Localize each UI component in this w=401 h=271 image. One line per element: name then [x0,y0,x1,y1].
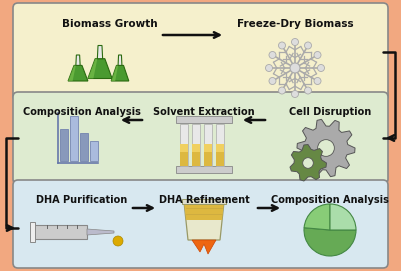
Bar [204,124,212,166]
Circle shape [290,63,300,73]
Circle shape [304,87,312,94]
Circle shape [265,64,273,72]
Circle shape [314,78,321,85]
Bar [30,222,35,242]
Circle shape [279,42,286,49]
Polygon shape [192,240,216,254]
Polygon shape [68,65,76,81]
Polygon shape [68,65,88,81]
Bar [180,152,188,166]
Bar [192,144,200,152]
Bar [204,144,212,152]
Text: Composition Analysis: Composition Analysis [23,107,141,117]
Bar [216,152,224,166]
Text: Cell Disruption: Cell Disruption [289,107,371,117]
Polygon shape [290,144,326,181]
Text: DHA Refinement: DHA Refinement [159,195,249,205]
Circle shape [318,140,334,156]
Circle shape [304,42,312,49]
Text: Composition Analysis: Composition Analysis [271,195,389,205]
Bar [216,144,224,152]
Text: DHA Purification: DHA Purification [36,195,128,205]
Bar [176,166,232,173]
FancyBboxPatch shape [13,92,388,184]
Text: Freeze-Dry Biomass: Freeze-Dry Biomass [237,19,353,29]
Polygon shape [76,55,80,65]
Text: Biomass Growth: Biomass Growth [62,19,158,29]
Circle shape [292,91,298,98]
Polygon shape [111,65,129,81]
Wedge shape [330,204,356,230]
Bar [32,225,87,239]
Polygon shape [111,65,118,81]
Bar [60,129,68,161]
Bar [182,199,226,204]
Bar [176,116,232,123]
Circle shape [314,51,321,59]
Circle shape [279,87,286,94]
Circle shape [318,64,324,72]
Polygon shape [118,55,122,65]
Bar [90,141,98,161]
Bar [192,152,200,166]
Bar [192,124,200,166]
Circle shape [269,51,276,59]
Bar [80,133,88,161]
Polygon shape [87,229,114,235]
Text: Solvent Extraction: Solvent Extraction [153,107,255,117]
Circle shape [303,158,313,168]
Bar [180,124,188,166]
Polygon shape [297,119,355,177]
Polygon shape [184,202,224,240]
Circle shape [113,236,123,246]
FancyBboxPatch shape [13,3,388,101]
Bar [180,144,188,152]
Polygon shape [184,202,224,220]
Circle shape [292,38,298,46]
Bar [216,124,224,166]
Circle shape [269,78,276,85]
Bar [204,152,212,166]
Wedge shape [304,228,356,256]
FancyBboxPatch shape [13,180,388,268]
Bar [70,116,78,161]
Polygon shape [97,46,103,59]
Wedge shape [304,204,330,230]
Polygon shape [88,59,97,79]
Polygon shape [88,59,112,79]
